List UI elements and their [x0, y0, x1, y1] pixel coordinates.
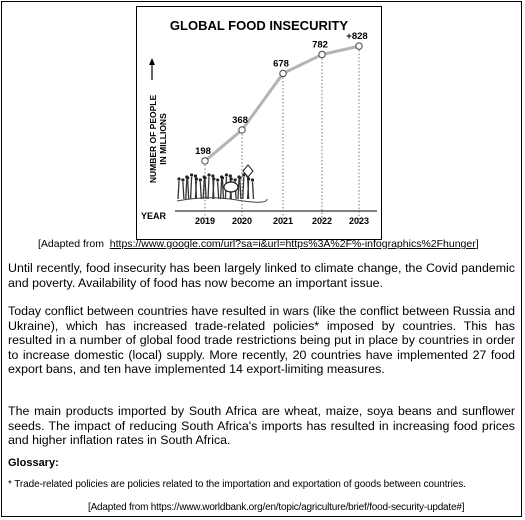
glossary-heading: Glossary:: [8, 457, 59, 469]
chart-source-prefix: [Adapted from: [38, 238, 104, 250]
y-axis-arrow: [149, 58, 155, 80]
data-label: 368: [232, 115, 248, 126]
article-source: [Adapted from https://www.worldbank.org/…: [88, 502, 465, 513]
chart-source-url[interactable]: https://www.google.com/url?sa=i&url=http…: [109, 238, 476, 250]
glossary-note: * Trade-related policies are policies re…: [8, 479, 466, 490]
data-label: 198: [195, 146, 211, 157]
chart-source: [Adapted from https://www.google.com/url…: [38, 238, 479, 250]
data-point: [279, 69, 287, 78]
data-point: [238, 126, 246, 134]
food-insecurity-chart: GLOBAL FOOD INSECURITY NUMBER OF PEOPLE …: [136, 6, 382, 240]
x-axis-label: YEAR: [141, 211, 167, 221]
data-label: +828: [346, 31, 367, 42]
x-tick-label: 2022: [312, 216, 332, 226]
data-point: [201, 157, 209, 165]
data-label: 678: [273, 58, 289, 69]
x-tick-label: 2023: [349, 216, 369, 226]
data-label: 782: [312, 40, 328, 51]
data-point: [355, 42, 363, 50]
chart-title: GLOBAL FOOD INSECURITY: [170, 18, 348, 33]
x-tick-label: 2020: [232, 216, 252, 226]
y-axis-label-line2: IN MILLIONS: [158, 113, 168, 165]
paragraph-imports: The main products imported by South Afri…: [8, 404, 515, 447]
x-tick-label: 2019: [195, 216, 215, 226]
paragraph-intro: Until recently, food insecurity has been…: [8, 261, 515, 290]
y-axis-label-line1: NUMBER OF PEOPLE: [148, 95, 158, 184]
crowd-illustration: [176, 164, 268, 203]
chart-canvas: GLOBAL FOOD INSECURITY NUMBER OF PEOPLE …: [141, 18, 377, 226]
chart-source-suffix: ]: [475, 238, 479, 250]
x-tick-label: 2021: [273, 216, 293, 226]
paragraph-conflict: Today conflict between countries have re…: [8, 304, 515, 376]
data-point: [318, 50, 326, 59]
